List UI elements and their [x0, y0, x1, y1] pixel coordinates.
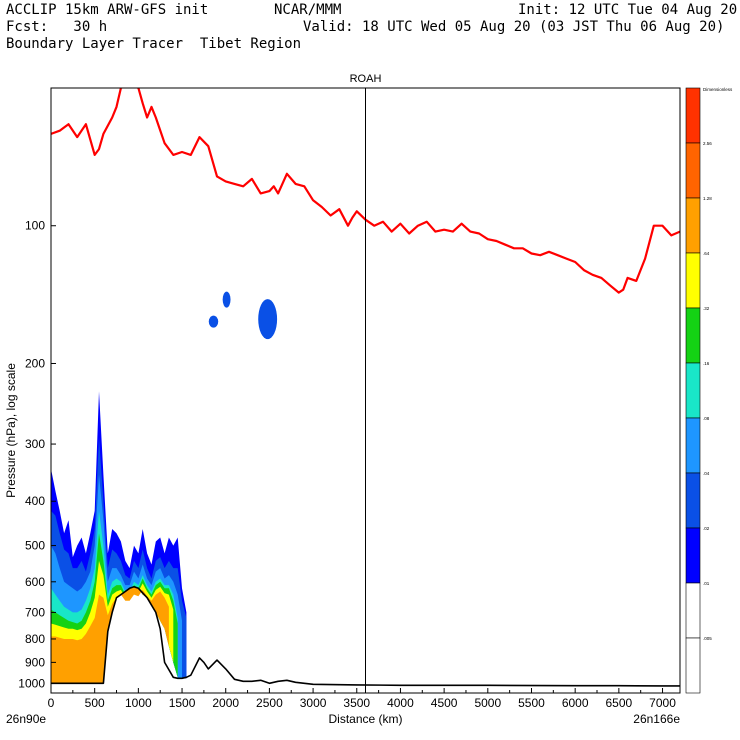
x-tick-label: 3500 [343, 696, 370, 710]
colorbar-level-label: .02 [703, 526, 710, 531]
header-forecast-label: Fcst: 30 h [6, 19, 108, 35]
x-axis-label: Distance (km) [328, 712, 402, 726]
x-tick-label: 500 [85, 696, 105, 710]
header-org-label: NCAR/MMM [274, 2, 342, 18]
x-tick-label: 0 [48, 696, 55, 710]
y-tick-label: 200 [25, 356, 45, 370]
colorbar-swatch [685, 527, 701, 584]
colorbar-level-label: .04 [703, 471, 710, 476]
tracer-band-7 [51, 586, 169, 684]
chart-title: ROAH [350, 73, 382, 85]
header-product-label: Boundary Layer Tracer Tibet Region [6, 36, 302, 52]
x-axis-end-location: 26n166e [633, 712, 680, 726]
colorbar-swatch [685, 637, 701, 694]
x-tick-label: 1500 [169, 696, 196, 710]
x-tick-label: 4500 [431, 696, 458, 710]
colorbar-level-label: .64 [703, 251, 710, 256]
header-init-label: Init: 12 UTC Tue 04 Aug 20 [518, 2, 738, 18]
colorbar-level-label: .16 [703, 361, 710, 366]
colorbar-title: Dimensionless [703, 87, 733, 92]
tropopause-line [51, 88, 680, 294]
tracer-blob-1 [208, 315, 219, 328]
colorbar-swatch [685, 87, 701, 144]
x-tick-label: 1000 [125, 696, 152, 710]
x-tick-label: 3000 [300, 696, 327, 710]
colorbar-level-label: .08 [703, 416, 710, 421]
tracer-blob-3 [258, 299, 278, 340]
colorbar-swatch [685, 252, 701, 309]
colorbar-level-label: .01 [703, 581, 710, 586]
tracer-blob-2 [222, 291, 231, 308]
y-tick-label: 800 [25, 632, 45, 646]
y-tick-label: 900 [25, 655, 45, 669]
x-tick-label: 4000 [387, 696, 414, 710]
colorbar-level-label: .32 [703, 306, 710, 311]
x-axis-start-location: 26n90e [6, 712, 46, 726]
colorbar-swatch [685, 472, 701, 529]
colorbar-level-label: 2.56 [703, 141, 712, 146]
header-model-label: ACCLIP 15km ARW-GFS init [6, 2, 209, 18]
x-tick-label: 6000 [562, 696, 589, 710]
y-tick-label: 400 [25, 494, 45, 508]
y-tick-label: 500 [25, 539, 45, 553]
x-tick-label: 7000 [649, 696, 676, 710]
colorbar-level-label: 1.28 [703, 196, 712, 201]
colorbar-swatch [685, 417, 701, 474]
y-tick-label: 1000 [18, 676, 45, 690]
x-tick-label: 5500 [518, 696, 545, 710]
colorbar-level-label: .005 [703, 636, 712, 641]
plot-frame [50, 87, 681, 694]
x-tick-label: 6500 [605, 696, 632, 710]
header-valid-label: Valid: 18 UTC Wed 05 Aug 20 (03 JST Thu … [303, 19, 725, 35]
x-tick-label: 2000 [212, 696, 239, 710]
y-axis-label: Pressure (hPa), log scale [4, 363, 18, 498]
x-tick-label: 2500 [256, 696, 283, 710]
y-tick-label: 100 [25, 219, 45, 233]
colorbar-swatch [685, 142, 701, 199]
colorbar-swatch [685, 307, 701, 364]
colorbar-swatch [685, 362, 701, 419]
y-tick-label: 300 [25, 437, 45, 451]
terrain-line [51, 585, 680, 687]
colorbar-swatch [685, 197, 701, 254]
colorbar: 2.56 1.28 .64 .32 .16 .08 .04 .02 .01 .005 Dimensi… [685, 87, 733, 694]
y-tick-label: 700 [25, 605, 45, 619]
colorbar-swatch [685, 582, 701, 639]
x-tick-label: 5000 [474, 696, 501, 710]
y-tick-label: 600 [25, 575, 45, 589]
